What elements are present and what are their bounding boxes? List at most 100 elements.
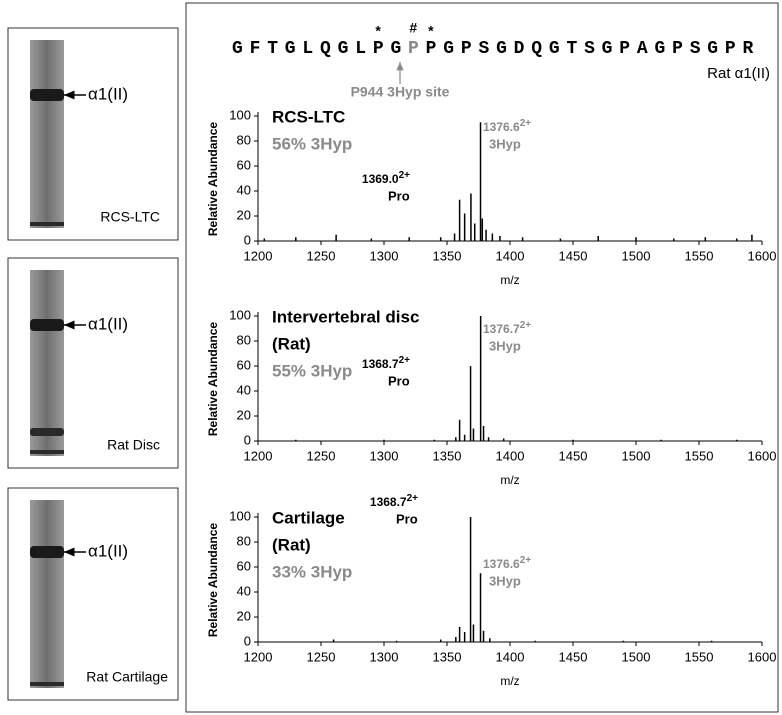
x-tick-label: 1300 [370, 248, 399, 263]
peak-charge: 2+ [520, 118, 532, 129]
gel-lane [30, 40, 64, 228]
peak-mass: 1376.6 [483, 557, 520, 571]
sequence-segment: P [373, 39, 391, 59]
gel-band [30, 428, 64, 436]
x-tick-label: 1450 [559, 448, 588, 463]
peak-note: Pro [396, 511, 418, 526]
x-tick-label: 1550 [685, 248, 714, 263]
band-label: α1(II) [88, 541, 128, 560]
x-tick-label: 1500 [622, 448, 651, 463]
peak-charge: 2+ [520, 320, 532, 331]
x-tick-label: 1500 [622, 248, 651, 263]
x-tick-label: 1450 [559, 248, 588, 263]
peak-note: 3Hyp [489, 338, 521, 353]
residue-mark: * [428, 23, 434, 39]
peak-label: 1369.02+ [362, 170, 410, 187]
x-tick-label: 1600 [748, 248, 777, 263]
x-tick-label: 1300 [370, 448, 399, 463]
gel-band [30, 450, 64, 454]
gel-lane [30, 500, 64, 688]
y-tick-label: 80 [237, 533, 251, 548]
peak-charge: 2+ [407, 493, 419, 504]
residue-mark: # [409, 20, 417, 36]
peak-charge: 2+ [399, 355, 411, 366]
sequence-segment: GFTGLQGL [232, 39, 373, 59]
x-tick-label: 1400 [496, 248, 525, 263]
peak-label: 1376.62+ [483, 118, 531, 135]
gel-caption: RCS-LTC [100, 209, 160, 225]
y-tick-label: 0 [244, 432, 251, 447]
y-tick-label: 0 [244, 232, 251, 247]
sequence-segment: GPSGDQGTSGPAGPSGPR [443, 39, 760, 59]
peak-note: 3Hyp [489, 573, 521, 588]
x-tick-label: 1550 [685, 448, 714, 463]
x-axis-label: m/z [500, 273, 519, 287]
gel-band [30, 222, 64, 226]
x-tick-label: 1350 [433, 649, 462, 664]
x-tick-label: 1250 [307, 248, 336, 263]
peak-mass: 1376.6 [483, 120, 520, 134]
peak-mass: 1368.7 [362, 357, 399, 371]
sequence-block: GFTGLQGLPGPPGPSGDQGTSGPAGPSGPR P944 3Hyp… [232, 39, 770, 100]
figure: GFTGLQGLPGPPGPSGDQGTSGPAGPSGPR P944 3Hyp… [0, 0, 782, 715]
y-axis-label: Relative Abundance [206, 122, 220, 237]
y-tick-label: 40 [237, 583, 251, 598]
page: GFTGLQGLPGPPGPSGDQGTSGPAGPSGPR P944 3Hyp… [0, 0, 782, 715]
chain-label: Rat α1(II) [707, 65, 770, 82]
peak-label: 1376.72+ [483, 320, 531, 337]
x-tick-label: 1200 [244, 448, 273, 463]
sequence-segment: P [408, 39, 426, 59]
peak-mass: 1369.0 [362, 172, 399, 186]
peak-charge: 2+ [399, 170, 411, 181]
y-tick-label: 20 [237, 207, 251, 222]
x-tick-label: 1550 [685, 649, 714, 664]
gel-caption: Rat Disc [107, 437, 160, 453]
peak-label: 1368.72+ [362, 355, 410, 372]
panel-title: Intervertebral disc [272, 307, 419, 326]
panel-subtitle: 33% 3Hyp [272, 562, 352, 581]
peak-mass: 1368.7 [370, 495, 407, 509]
gel-caption: Rat Cartilage [86, 669, 168, 685]
y-tick-label: 60 [237, 357, 251, 372]
y-tick-label: 80 [237, 332, 251, 347]
panel-title: Cartilage [272, 508, 345, 527]
panel-subtitle: 56% 3Hyp [272, 134, 352, 153]
x-axis-label: m/z [500, 473, 519, 487]
x-tick-label: 1250 [307, 448, 336, 463]
peptide-sequence: GFTGLQGLPGPPGPSGDQGTSGPAGPSGPR [232, 39, 760, 59]
y-tick-label: 60 [237, 558, 251, 573]
y-tick-label: 100 [229, 107, 251, 122]
site-note: P944 3Hyp site [351, 84, 450, 100]
x-axis-label: m/z [500, 674, 519, 688]
sequence-segment: P [426, 39, 444, 59]
y-tick-label: 20 [237, 407, 251, 422]
gel-band [30, 546, 64, 558]
x-tick-label: 1350 [433, 248, 462, 263]
peak-mass: 1376.7 [483, 322, 520, 336]
panel-title: (Rat) [272, 535, 311, 554]
x-tick-label: 1500 [622, 649, 651, 664]
x-tick-label: 1200 [244, 248, 273, 263]
y-tick-label: 40 [237, 382, 251, 397]
x-tick-label: 1300 [370, 649, 399, 664]
peak-note: Pro [388, 188, 410, 203]
gel-band [30, 682, 64, 686]
x-tick-label: 1250 [307, 649, 336, 664]
y-tick-label: 40 [237, 182, 251, 197]
y-tick-label: 100 [229, 508, 251, 523]
y-axis-label: Relative Abundance [206, 322, 220, 437]
y-tick-label: 100 [229, 307, 251, 322]
x-tick-label: 1450 [559, 649, 588, 664]
panel-title: (Rat) [272, 334, 311, 353]
y-axis-label: Relative Abundance [206, 523, 220, 638]
peak-note: 3Hyp [489, 136, 521, 151]
panel-subtitle: 55% 3Hyp [272, 361, 352, 380]
gel-band [30, 319, 64, 331]
x-tick-label: 1350 [433, 448, 462, 463]
x-tick-label: 1600 [748, 448, 777, 463]
panel-title: RCS-LTC [272, 107, 345, 126]
peak-charge: 2+ [520, 555, 532, 566]
residue-mark: * [375, 23, 381, 39]
peak-label: 1376.62+ [483, 555, 531, 572]
y-tick-label: 0 [244, 633, 251, 648]
